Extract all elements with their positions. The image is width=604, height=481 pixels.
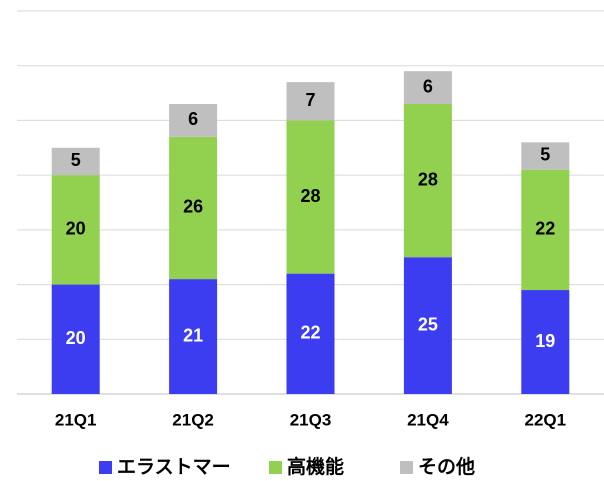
bar-segment bbox=[286, 273, 335, 394]
x-tick-label: 21Q4 bbox=[407, 410, 449, 429]
legend-swatch bbox=[400, 461, 413, 474]
data-label: 20 bbox=[66, 328, 86, 348]
bar-segment bbox=[403, 257, 452, 394]
legend-label: エラストマー bbox=[117, 457, 231, 478]
x-tick-label: 21Q1 bbox=[55, 410, 97, 429]
data-label: 21 bbox=[183, 325, 203, 345]
x-tick-label: 21Q3 bbox=[290, 410, 332, 429]
x-tick-label: 22Q1 bbox=[525, 410, 567, 429]
legend-swatch bbox=[99, 461, 112, 474]
data-label: 5 bbox=[540, 145, 550, 165]
data-label: 7 bbox=[305, 90, 315, 110]
data-label: 22 bbox=[300, 323, 320, 343]
data-label: 28 bbox=[418, 169, 438, 189]
bar-segment bbox=[403, 104, 452, 258]
bar-segment bbox=[51, 284, 100, 394]
data-label: 26 bbox=[183, 197, 203, 217]
data-label: 28 bbox=[300, 186, 320, 206]
bar-segment bbox=[51, 147, 100, 176]
bar-segment bbox=[403, 71, 452, 105]
data-label: 19 bbox=[535, 331, 555, 351]
legend-swatch bbox=[269, 461, 282, 474]
legend-label: 高機能 bbox=[287, 455, 344, 478]
bar-segment bbox=[521, 290, 570, 394]
data-label: 20 bbox=[66, 219, 86, 239]
bar-segment bbox=[521, 169, 570, 291]
data-label: 22 bbox=[535, 219, 555, 239]
bar-segment bbox=[521, 142, 570, 170]
legend-label: その他 bbox=[418, 455, 475, 478]
data-label: 6 bbox=[188, 109, 198, 129]
data-label: 5 bbox=[71, 150, 81, 170]
data-label: 6 bbox=[423, 76, 433, 96]
bar-segment bbox=[169, 104, 218, 137]
bar-segment bbox=[169, 136, 218, 280]
bar-segment bbox=[286, 120, 335, 274]
bar-segment bbox=[286, 82, 335, 121]
data-label: 25 bbox=[418, 314, 438, 334]
x-tick-label: 21Q2 bbox=[172, 410, 214, 429]
bar-segment bbox=[51, 175, 100, 285]
bar-segment bbox=[169, 279, 218, 394]
